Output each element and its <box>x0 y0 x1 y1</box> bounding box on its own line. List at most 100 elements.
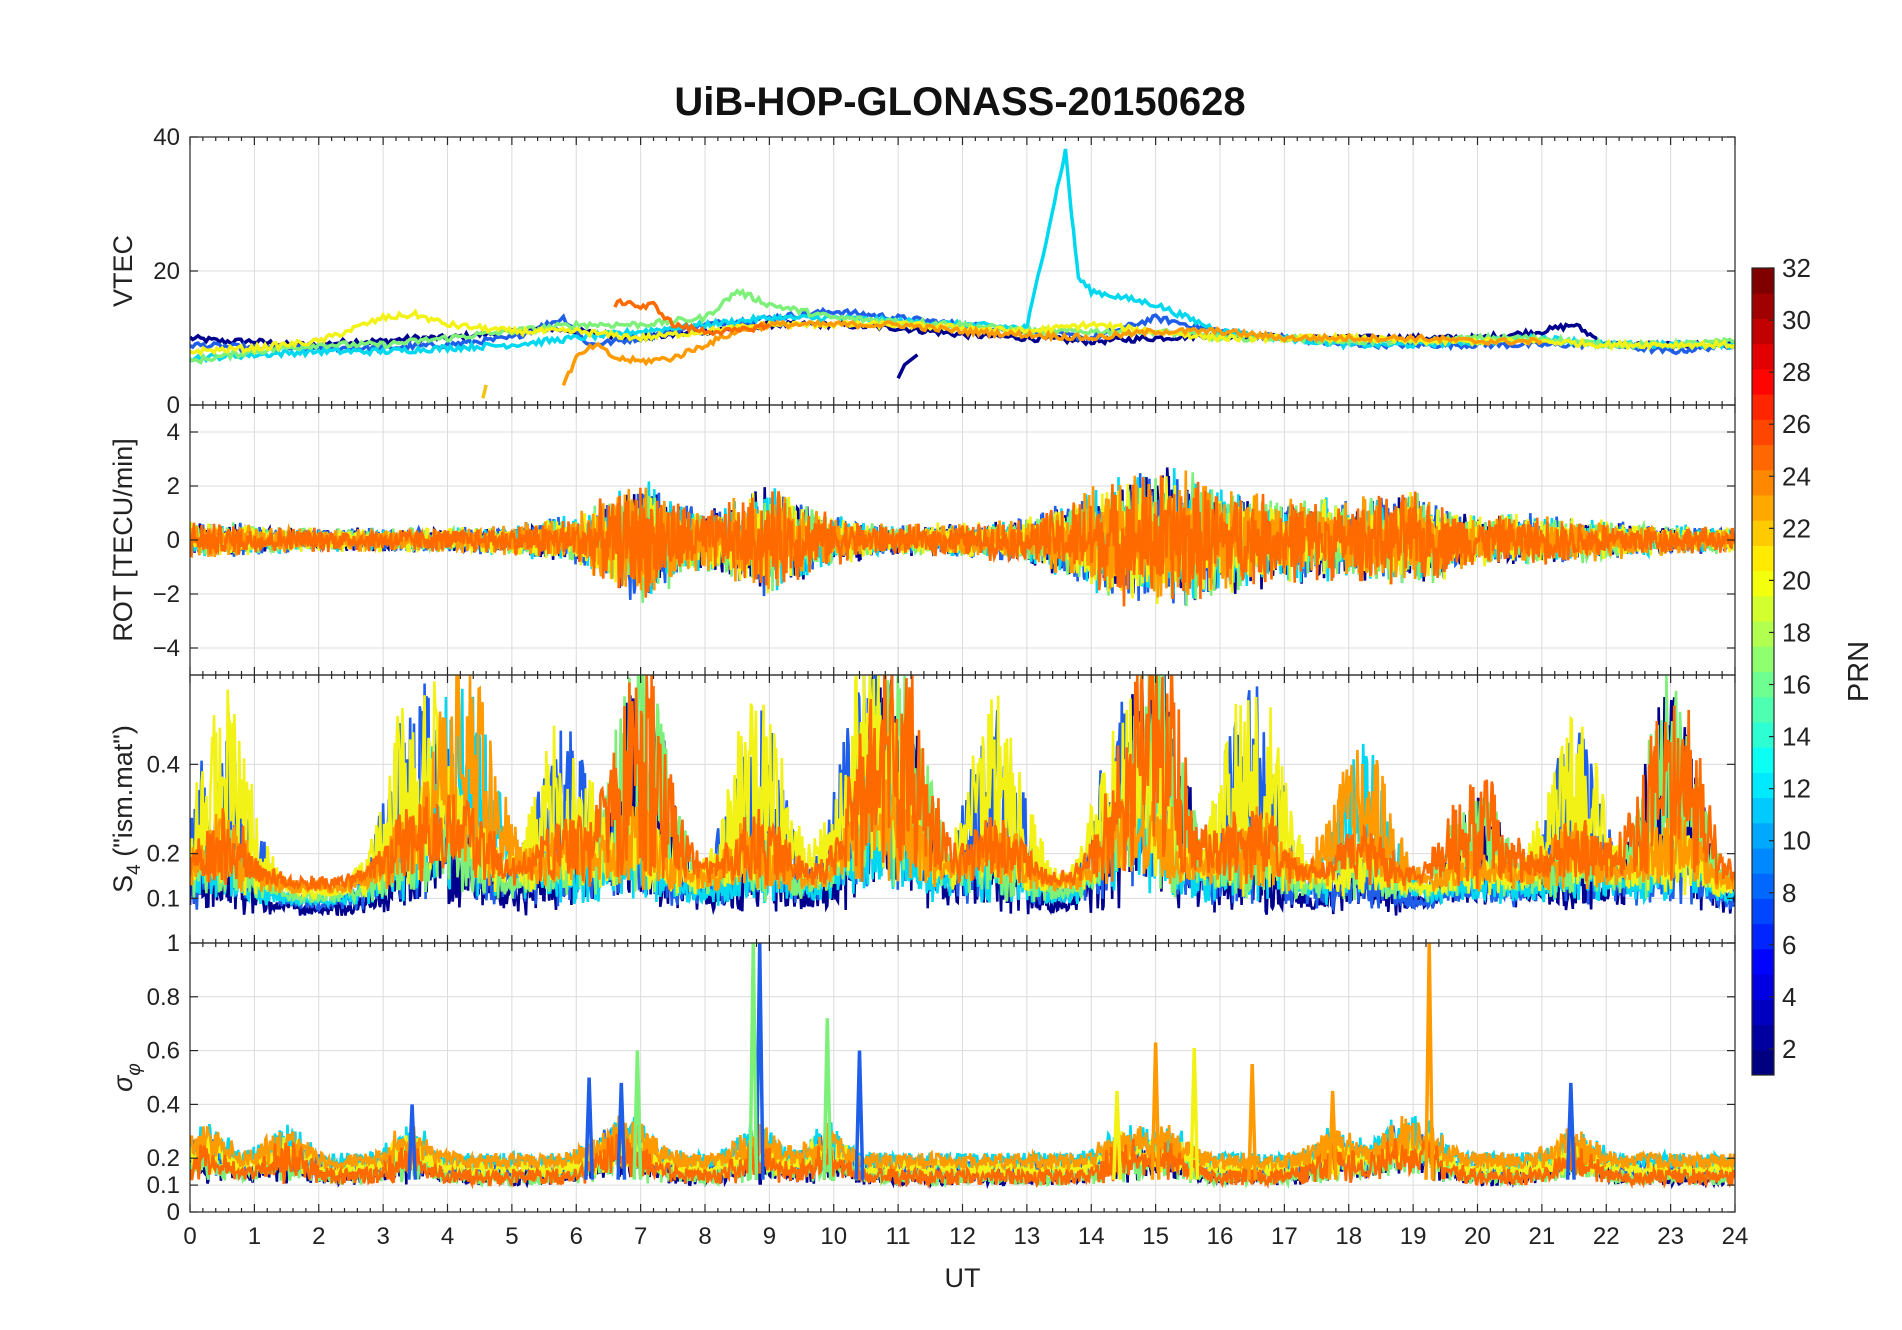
colorbar-swatch <box>1752 394 1774 420</box>
spike-mark <box>1424 943 1435 1180</box>
y-axis-label: σφ <box>108 1063 145 1092</box>
series-group <box>190 148 1735 399</box>
spike-mark <box>584 1077 595 1180</box>
colorbar-swatch <box>1752 343 1774 370</box>
x-tick-label: 11 <box>886 1223 911 1250</box>
y-tick-label: 0.2 <box>147 1145 180 1172</box>
spike-mark <box>854 1050 865 1180</box>
colorbar-swatch <box>1752 368 1774 395</box>
spike-mark <box>1150 1042 1161 1180</box>
x-tick-label: 1 <box>248 1223 261 1250</box>
x-tick-label: 16 <box>1207 1223 1234 1250</box>
x-tick-label: 20 <box>1464 1223 1491 1250</box>
colorbar-swatch <box>1752 873 1774 899</box>
colorbar-swatch <box>1752 494 1774 521</box>
colorbar-tick-label: 18 <box>1782 617 1811 647</box>
colorbar-swatch <box>1752 646 1774 672</box>
colorbar-swatch <box>1752 570 1774 597</box>
y-tick-label: 20 <box>153 258 180 285</box>
panel-vtec: 0 20 40 VTEC <box>108 124 1736 419</box>
x-tick-label: 7 <box>634 1223 647 1250</box>
y-tick-label: 0.6 <box>147 1038 180 1065</box>
spike-mark <box>1565 1082 1576 1180</box>
x-tick-label: 5 <box>505 1223 518 1250</box>
series-line <box>190 1115 1735 1174</box>
colorbar-swatch <box>1752 797 1774 824</box>
colorbar-frame <box>1751 267 1775 1076</box>
colorbar-tick-label: 20 <box>1782 565 1811 595</box>
spike-mark <box>822 1018 833 1180</box>
colorbar-swatch <box>1752 898 1774 925</box>
colorbar-tick-label: 10 <box>1782 826 1811 856</box>
y-tick-label: 0 <box>167 527 180 554</box>
colorbar-swatch <box>1752 721 1774 748</box>
panel-s4: 0.1 0.2 0.4S4 ("ism.mat") <box>108 674 1736 944</box>
series-line <box>190 675 1735 893</box>
colorbar-swatch <box>1752 948 1774 975</box>
colorbar-tick-label: 2 <box>1782 1034 1796 1064</box>
panel-rot: −4 −2 0 2 4 ROT [TECU/min] <box>108 404 1736 676</box>
panel-sigma-phi: 00.10.2 0.4 0.6 0.8 1 σφ <box>108 930 1736 1226</box>
spike-mark <box>1189 1047 1200 1180</box>
colorbar-swatch <box>1752 293 1774 319</box>
spike-mark <box>616 1082 627 1180</box>
series-group <box>190 943 1735 1190</box>
colorbar-label: PRN <box>1843 641 1875 702</box>
colorbar-tick-label: 4 <box>1782 982 1796 1012</box>
series-line <box>896 353 919 379</box>
x-tick-label: 3 <box>376 1223 389 1250</box>
colorbar-swatch <box>1752 999 1774 1026</box>
y-tick-label: 0.1 <box>147 885 180 912</box>
y-tick-label: 0.2 <box>147 841 180 868</box>
y-tick-label: 0.4 <box>147 751 180 778</box>
x-tick-label: 19 <box>1400 1223 1427 1250</box>
y-tick-label: 2 <box>167 473 180 500</box>
x-tick-label: 18 <box>1335 1223 1362 1250</box>
series-line <box>613 297 771 337</box>
colorbar-swatch <box>1752 520 1774 546</box>
series-line <box>481 384 488 399</box>
x-axis-label: UT <box>945 1263 981 1293</box>
series-line <box>190 475 1735 607</box>
colorbar-tick-label: 26 <box>1782 409 1811 439</box>
x-tick-label: 14 <box>1078 1223 1105 1250</box>
colorbar-swatch <box>1752 318 1774 345</box>
x-tick-label: 23 <box>1657 1223 1684 1250</box>
x-tick-label: 15 <box>1142 1223 1169 1250</box>
colorbar-swatch <box>1752 1024 1774 1051</box>
x-tick-label: 21 <box>1529 1223 1556 1250</box>
y-tick-label: 40 <box>153 124 180 151</box>
spike-mark <box>632 1050 643 1180</box>
x-axis: 0 1 2 3 4 5 6 7 8 9 10 11 12 13 14 15 16 17 18 19 20 21 22 23 24… <box>183 1223 1748 1293</box>
colorbar-tick-label: 28 <box>1782 357 1811 387</box>
y-tick-label: 0.1 <box>147 1172 180 1199</box>
x-tick-label: 0 <box>183 1223 196 1250</box>
x-tick-label: 13 <box>1014 1223 1041 1250</box>
colorbar-swatch <box>1752 268 1774 294</box>
colorbar-tick-label: 22 <box>1782 513 1811 543</box>
spike-mark <box>1327 1090 1338 1180</box>
series-group <box>190 675 1735 917</box>
x-tick-label: 4 <box>441 1223 454 1250</box>
series-line <box>561 318 1543 387</box>
colorbar-swatch <box>1752 545 1774 572</box>
spike-mark <box>754 943 765 1180</box>
colorbar-tick-label: 6 <box>1782 930 1796 960</box>
y-tick-label: 1 <box>167 930 180 957</box>
x-tick-label: 9 <box>763 1223 776 1250</box>
colorbar-swatch <box>1752 747 1774 773</box>
y-tick-label: −2 <box>153 581 180 608</box>
y-tick-label: 0 <box>167 392 180 419</box>
y-axis-label: S4 ("ism.mat") <box>108 725 145 893</box>
colorbar-swatch <box>1752 419 1774 446</box>
colorbar-tick-label: 12 <box>1782 774 1811 804</box>
x-tick-label: 24 <box>1722 1223 1749 1250</box>
colorbar-swatch <box>1752 671 1774 698</box>
x-tick-label: 6 <box>570 1223 583 1250</box>
colorbar-tick-label: 30 <box>1782 305 1811 335</box>
colorbar-tick-label: 24 <box>1782 461 1811 491</box>
colorbar-swatch <box>1752 444 1774 471</box>
colorbar-swatch <box>1752 822 1774 849</box>
colorbar-swatch <box>1752 696 1774 723</box>
